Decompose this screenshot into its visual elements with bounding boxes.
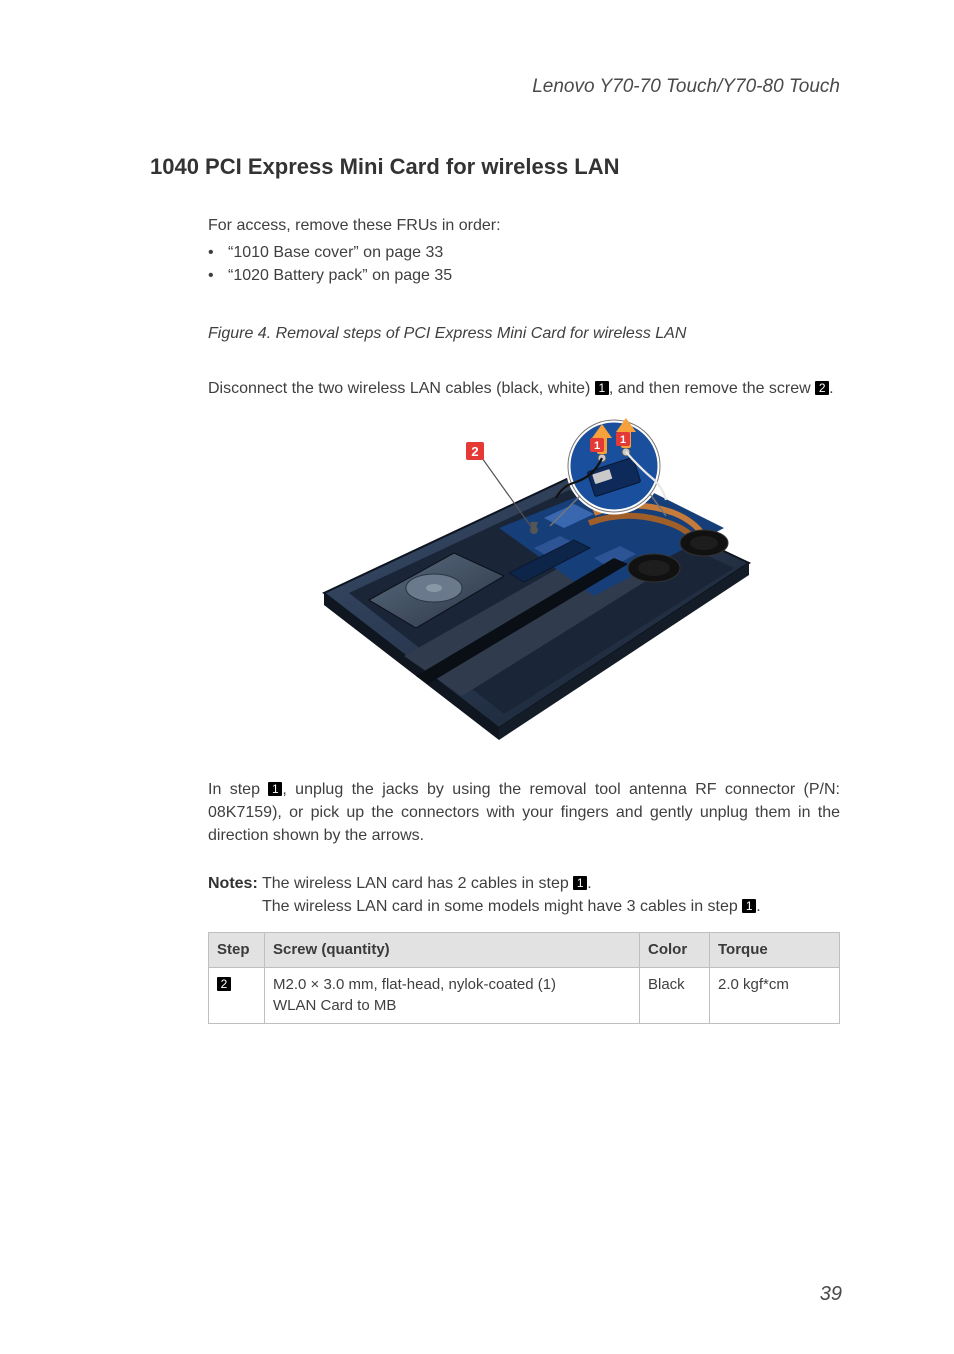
th-screw: Screw (quantity) [265, 932, 640, 967]
step-marker-1: 1 [573, 876, 587, 890]
section-heading: 1040 PCI Express Mini Card for wireless … [150, 154, 844, 180]
notes-label: Notes: [208, 875, 258, 892]
th-step: Step [209, 932, 265, 967]
page-header-title: Lenovo Y70-70 Touch/Y70-80 Touch [110, 76, 844, 98]
bullet-icon: • [208, 264, 228, 287]
screw-table: Step Screw (quantity) Color Torque 2 M2.… [208, 932, 840, 1024]
text: The wireless LAN card in some models mig… [262, 898, 742, 915]
list-item-text: “1020 Battery pack” on page 35 [228, 264, 452, 287]
table-header-row: Step Screw (quantity) Color Torque [209, 932, 840, 967]
text: The wireless LAN card has 2 cables in st… [258, 875, 573, 892]
text: , and then remove the screw [609, 380, 815, 397]
intro-text: For access, remove these FRUs in order: [208, 214, 840, 237]
figure-caption: Figure 4. Removal steps of PCI Express M… [208, 322, 840, 345]
cell-screw: M2.0 × 3.0 mm, flat-head, nylok-coated (… [265, 967, 640, 1024]
fru-list: • “1010 Base cover” on page 33 • “1020 B… [208, 241, 840, 287]
text: In step [208, 781, 268, 798]
text: Disconnect the two wireless LAN cables (… [208, 380, 595, 397]
notes-block: Notes: The wireless LAN card has 2 cable… [208, 872, 840, 918]
step-marker-2: 2 [217, 977, 231, 991]
text: . [829, 380, 833, 397]
cell-step: 2 [209, 967, 265, 1024]
notes-line-1: Notes: The wireless LAN card has 2 cable… [208, 872, 840, 895]
cell-torque: 2.0 kgf*cm [710, 967, 840, 1024]
callout-1a: 1 [594, 440, 600, 452]
table-row: 2 M2.0 × 3.0 mm, flat-head, nylok-coated… [209, 967, 840, 1024]
list-item-text: “1010 Base cover” on page 33 [228, 241, 443, 264]
text: . [587, 875, 591, 892]
bullet-icon: • [208, 241, 228, 264]
callout-2: 2 [471, 444, 478, 459]
step-marker-2: 2 [815, 381, 829, 395]
text: , unplug the jacks by using the removal … [208, 781, 840, 844]
step-marker-1: 1 [742, 899, 756, 913]
page-number: 39 [820, 1283, 842, 1306]
step-marker-1: 1 [595, 381, 609, 395]
removal-diagram: 2 1 1 [294, 418, 754, 748]
list-item: • “1020 Battery pack” on page 35 [208, 264, 840, 287]
list-item: • “1010 Base cover” on page 33 [208, 241, 840, 264]
th-torque: Torque [710, 932, 840, 967]
content-body: For access, remove these FRUs in order: … [208, 214, 840, 1024]
instruction-paragraph-1: Disconnect the two wireless LAN cables (… [208, 377, 840, 400]
step-marker-1: 1 [268, 782, 282, 796]
text: M2.0 × 3.0 mm, flat-head, nylok-coated (… [273, 976, 556, 993]
instruction-paragraph-2: In step 1, unplug the jacks by using the… [208, 778, 840, 848]
text: WLAN Card to MB [273, 997, 396, 1014]
th-color: Color [640, 932, 710, 967]
notes-line-2: The wireless LAN card in some models mig… [208, 895, 840, 918]
callout-1b: 1 [620, 434, 626, 446]
cell-color: Black [640, 967, 710, 1024]
diagram-svg: 2 1 1 [294, 418, 754, 748]
text: . [756, 898, 760, 915]
